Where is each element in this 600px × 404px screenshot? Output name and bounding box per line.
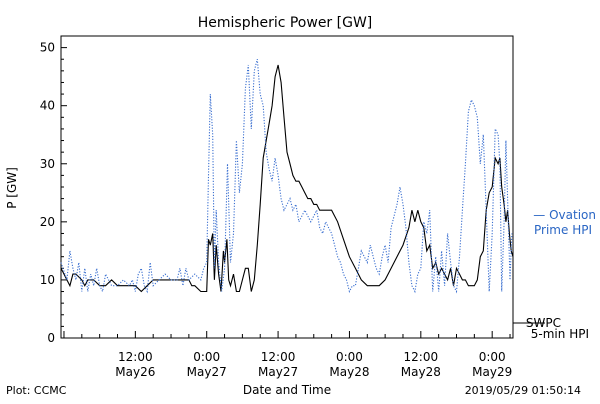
x-tick-label: 0:00	[336, 350, 363, 364]
x-tick-label: 12:00	[261, 350, 296, 364]
y-tick-label: 30	[40, 157, 55, 171]
x-tick-label: 0:00	[479, 350, 506, 364]
legend-ovation-label: Prime HPI	[534, 223, 592, 237]
footer-timestamp: 2019/05/29 01:50:14	[465, 384, 581, 397]
y-tick-label: 10	[40, 273, 55, 287]
x-tick-label: May29	[472, 365, 512, 379]
legend-swpc-label: SWPC	[526, 316, 561, 330]
y-tick-label: 50	[40, 41, 55, 55]
x-tick-label: May26	[115, 365, 155, 379]
y-tick-label: 0	[47, 331, 55, 345]
y-tick-label: 20	[40, 215, 55, 229]
swpc-series-line	[60, 64, 514, 293]
plot-area: 0102030405012:00May260:00May2712:00May27…	[40, 35, 514, 379]
x-tick-label: 12:00	[404, 350, 439, 364]
x-tick-label: May28	[401, 365, 441, 379]
footer-plot-credit: Plot: CCMC	[6, 384, 67, 397]
x-tick-label: 0:00	[193, 350, 220, 364]
y-tick-label: 40	[40, 99, 55, 113]
legend-swpc-label: 5-min HPI	[531, 327, 589, 341]
chart-title: Hemispheric Power [GW]	[198, 15, 373, 31]
legend-ovation-label: — Ovation	[533, 208, 596, 222]
x-tick-label: May27	[258, 365, 298, 379]
ovation-prime-series-line	[60, 59, 513, 294]
x-tick-label: 12:00	[118, 350, 153, 364]
plot-frame	[60, 35, 514, 339]
x-tick-label: May27	[187, 365, 227, 379]
x-axis-label: Date and Time	[243, 383, 331, 397]
y-axis-label: P [GW]	[5, 167, 19, 209]
x-tick-label: May28	[329, 365, 369, 379]
